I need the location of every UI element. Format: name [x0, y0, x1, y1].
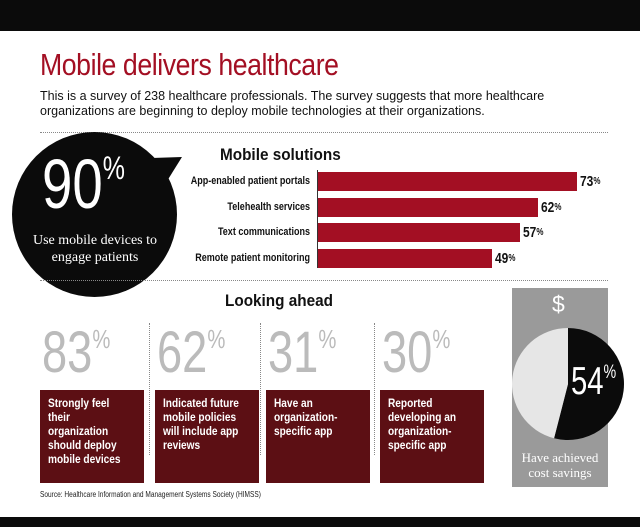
callout-number: 90 — [42, 145, 103, 223]
card-divider — [149, 323, 150, 455]
card-value-number: 30 — [382, 320, 433, 385]
savings-caption: Have achieved cost savings — [521, 450, 599, 480]
card-value: 31% — [268, 322, 336, 384]
bar-value-label: 49% — [495, 249, 515, 268]
section-title-looking-ahead: Looking ahead — [225, 291, 333, 310]
bar — [318, 248, 492, 268]
callout-bubble — [12, 132, 177, 297]
card-box — [155, 390, 259, 483]
card-value-unit: % — [318, 324, 337, 354]
savings-pie-chart — [511, 328, 624, 440]
bar-value-label: 73% — [580, 172, 600, 191]
card-value-number: 62 — [157, 320, 208, 385]
dollar-icon: $ — [552, 291, 565, 317]
bar-label: Remote patient monitoring — [195, 251, 310, 264]
callout-caption: Use mobile devices to engage patients — [32, 233, 158, 265]
bar — [318, 223, 521, 242]
bar-label: Text communications — [217, 226, 310, 238]
divider-mid — [40, 280, 608, 281]
callout-value: 90% — [42, 146, 125, 222]
chart-title: Mobile solutions — [220, 145, 341, 164]
intro-text: This is a survey of 238 healthcare profe… — [40, 89, 545, 118]
card-box — [380, 390, 484, 483]
bar-value-unit: % — [554, 201, 562, 213]
bar — [318, 172, 578, 191]
bar-value-unit: % — [508, 252, 516, 264]
page-title: Mobile delivers healthcare — [40, 47, 339, 82]
card-value-number: 83 — [42, 320, 93, 385]
card-value-number: 31 — [268, 320, 319, 385]
bar-label: App-enabled patient portals — [190, 175, 310, 187]
card-text: Strongly feel their organization should … — [48, 398, 121, 466]
bar-label: Telehealth services — [227, 200, 310, 213]
card-value-unit: % — [432, 324, 451, 354]
card-divider — [374, 323, 375, 455]
bar-value-number: 49 — [494, 249, 509, 267]
card-text: Indicated future mobile policies will in… — [163, 398, 239, 452]
bottom-bar — [0, 517, 640, 527]
bar-value-number: 62 — [541, 198, 555, 216]
bar-axis — [317, 170, 318, 268]
card-value: 62% — [157, 322, 225, 384]
card-box — [40, 390, 144, 483]
card-text: Have an organization-specific app — [274, 398, 338, 438]
bar-value-label: 62% — [541, 198, 561, 217]
source-note: Source: Healthcare Information and Manag… — [40, 490, 261, 499]
bar — [318, 197, 539, 217]
card-value-unit: % — [207, 324, 226, 354]
bar-value-unit: % — [593, 176, 601, 187]
callout-unit: % — [102, 150, 125, 186]
card-value: 30% — [382, 322, 450, 384]
card-text: Reported developing an organization-spec… — [388, 398, 457, 452]
pie-number: 54 — [571, 360, 604, 403]
bar-value-label: 57% — [523, 223, 543, 242]
card-value: 83% — [42, 322, 110, 384]
bar-value-number: 57 — [523, 224, 537, 241]
bar-value-number: 73 — [580, 173, 594, 190]
bar-value-unit: % — [536, 227, 544, 238]
pie-value: 54% — [571, 360, 616, 404]
pie-unit: % — [603, 362, 617, 383]
card-box — [266, 390, 370, 483]
top-bar — [0, 0, 640, 31]
divider-top — [40, 132, 608, 133]
pie-slice — [511, 328, 568, 439]
card-value-unit: % — [92, 324, 111, 354]
pie-slice — [554, 328, 624, 440]
card-divider — [260, 323, 261, 455]
